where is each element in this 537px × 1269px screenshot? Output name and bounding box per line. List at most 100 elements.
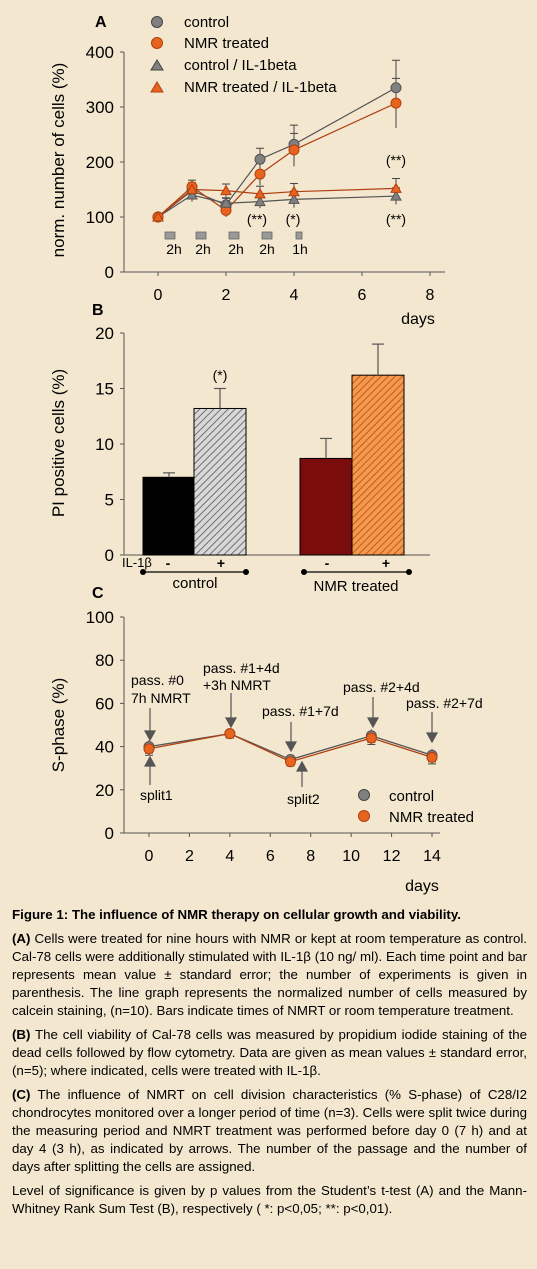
panel-b-group-control: control [172, 575, 217, 592]
a-x-tick-label-2: 2 [222, 287, 231, 304]
a-series-line-3 [157, 187, 397, 218]
figure-caption: Figure 1: The influence of NMR therapy o… [12, 906, 527, 1224]
a-point-3-0 [152, 210, 164, 222]
treatment-bar-label-5: 1h [292, 241, 308, 257]
a-y-tick-label-100: 100 [86, 208, 114, 227]
c-point-1-4 [426, 751, 438, 763]
c-y-tick-label-40: 40 [95, 738, 114, 757]
legend-a-control: control [184, 14, 229, 31]
b-y-tick-label-10: 10 [95, 435, 114, 454]
a-y-tick-label-400: 400 [86, 43, 114, 62]
panel-a-legend: control NMR treated control / IL-1beta N… [150, 14, 337, 96]
legend-c-nmr: NMR treated [389, 809, 474, 826]
c-y-tick-label-100: 100 [86, 608, 114, 627]
caption-a-text: Cells were treated for nine hours with N… [12, 931, 527, 1018]
treatment-bar-3 [228, 231, 240, 240]
panel-b-sign-2: + [217, 555, 225, 571]
panel-c-arrows [143, 693, 439, 787]
panel-a: A norm. number of cells (%) 010020030040… [49, 14, 445, 328]
panel-c-legend: control NMR treated [358, 788, 474, 826]
split2-label: split2 [287, 791, 320, 807]
treatment-bar-label-1: 2h [166, 241, 182, 257]
a-point-3-3 [254, 187, 266, 199]
a-point-2-2 [220, 197, 232, 208]
caption-c-label: (C) [12, 1087, 31, 1102]
treatment-bar-1 [164, 231, 176, 240]
caption-c-text: The influence of NMRT on cell division c… [12, 1087, 527, 1174]
panel-b-sign-3: - [325, 555, 330, 571]
b-y-tick-label-15: 15 [95, 380, 114, 399]
panel-a-xlabel: days [401, 311, 435, 328]
treatment-bar-2 [195, 231, 207, 240]
a-y-tick-label-0: 0 [105, 263, 114, 282]
nmrt3h-label: +3h NMRT [203, 677, 271, 693]
pass1-4d-label: pass. #1+4d [203, 660, 280, 676]
c-x-tick-label-8: 8 [306, 848, 315, 865]
panel-b-sign-4: + [382, 555, 390, 571]
panel-a-sig-3: (**) [386, 152, 406, 168]
c-x-tick-label-4: 4 [225, 848, 234, 865]
treatment-bar-label-2: 2h [195, 241, 211, 257]
c-y-tick-label-60: 60 [95, 694, 114, 713]
pass0-label: pass. #0 [131, 672, 184, 688]
b-bar-2 [299, 457, 353, 556]
panel-a-ylabel: norm. number of cells (%) [49, 63, 68, 258]
pass1-7d-label: pass. #1+7d [262, 703, 339, 719]
b-bar-0 [142, 476, 196, 556]
treatment-bar-label-4: 2h [259, 241, 275, 257]
c-x-tick-label-10: 10 [342, 848, 360, 865]
b-y-tick-label-20: 20 [95, 324, 114, 343]
panel-c-ylabel: S-phase (%) [49, 678, 68, 772]
caption-significance: Level of significance is given by p valu… [12, 1183, 527, 1216]
c-y-tick-label-0: 0 [105, 824, 114, 843]
a-point-0-5 [390, 82, 402, 94]
panel-c-plot [143, 728, 438, 768]
c-x-tick-label-0: 0 [145, 848, 154, 865]
c-x-tick-label-12: 12 [383, 848, 401, 865]
c-point-1-2 [285, 756, 296, 768]
panel-b-group-nmr: NMR treated [313, 578, 398, 595]
c-y-tick-label-20: 20 [95, 781, 114, 800]
treatment-bar-4 [261, 231, 273, 240]
panel-b-label: B [92, 302, 104, 319]
c-point-1-3 [365, 732, 377, 744]
figure-canvas: A norm. number of cells (%) 010020030040… [49, 14, 483, 895]
a-x-tick-label-0: 0 [154, 287, 163, 304]
c-x-tick-label-14: 14 [423, 848, 441, 865]
panel-b-il1b-label: IL-1β [122, 555, 152, 570]
panel-c: C S-phase (%) 0 20 40 60 80 100 0 2 4 6 8 10 12 14 d… [49, 585, 483, 895]
b-bar-3 [351, 374, 405, 556]
b-bar-1 [193, 407, 247, 556]
a-point-3-5 [390, 182, 402, 193]
c-x-tick-label-2: 2 [185, 848, 194, 865]
a-point-2-5 [390, 190, 402, 201]
caption-b-text: The cell viability of Cal-78 cells was m… [12, 1027, 527, 1078]
legend-a-control-il1: control / IL-1beta [184, 57, 297, 74]
c-point-1-1 [224, 728, 236, 740]
a-x-tick-label-8: 8 [426, 287, 435, 304]
panel-b-sig: (*) [213, 367, 228, 383]
c-x-tick-label-6: 6 [266, 848, 275, 865]
a-x-tick-label-4: 4 [290, 287, 299, 304]
c-y-tick-label-80: 80 [95, 651, 114, 670]
split1-label: split1 [140, 787, 173, 803]
a-x-tick-label-6: 6 [358, 287, 367, 304]
a-point-0-3 [254, 153, 266, 165]
a-y-tick-label-300: 300 [86, 98, 114, 117]
a-point-2-1 [186, 188, 198, 200]
pass2-7d-label: pass. #2+7d [406, 695, 483, 711]
a-point-2-4 [288, 193, 300, 204]
a-point-3-4 [288, 185, 300, 197]
legend-a-nmr: NMR treated [184, 35, 269, 52]
panel-b: B PI positive cells (%) 0 5 10 15 20 (*) IL-… [49, 302, 430, 595]
pass2-4d-label: pass. #2+4d [343, 679, 420, 695]
a-point-1-4 [288, 144, 300, 156]
a-point-2-3 [254, 195, 266, 207]
a-y-tick-label-200: 200 [86, 153, 114, 172]
a-point-3-2 [220, 184, 232, 196]
caption-b-label: (B) [12, 1027, 31, 1042]
a-point-1-5 [390, 97, 402, 109]
panel-a-label: A [95, 14, 107, 31]
panel-c-label: C [92, 585, 104, 602]
treatment-bar-5 [295, 231, 303, 240]
